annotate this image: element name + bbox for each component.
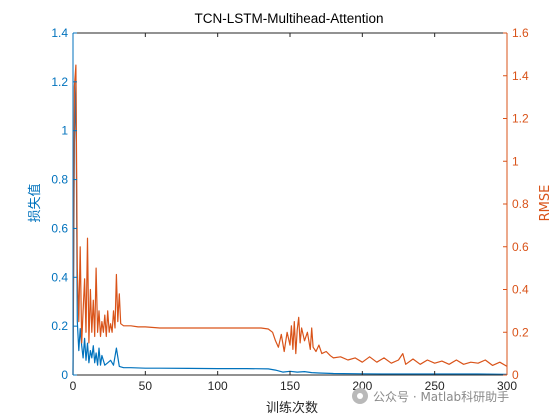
- x-tick-label: 0: [70, 379, 77, 393]
- y-left-tick-label: 0: [61, 368, 68, 382]
- y-axis-right: 0 0.2 0.4 0.6 0.8 1 1.2 1.4 1.6: [503, 26, 529, 382]
- y-left-tick-label: 1.4: [51, 26, 68, 40]
- y-right-tick-label: 0.2: [512, 325, 529, 339]
- y-right-tick-label: 0.8: [512, 197, 529, 211]
- plot-area: [72, 64, 508, 376]
- y-axis-left: 0 0.2 0.4 0.6 0.8 1 1.2 1.4: [51, 26, 77, 382]
- loss-series-line: [72, 81, 508, 376]
- x-tick-label: 50: [139, 379, 153, 393]
- y-right-tick-label: 1.2: [512, 112, 529, 126]
- y-right-tick-label: 1.4: [512, 69, 529, 83]
- y-right-tick-label: 0.6: [512, 240, 529, 254]
- y-axis-right-label: RMSE: [538, 185, 553, 222]
- x-axis-label: 训练次数: [266, 400, 318, 416]
- y-left-tick-label: 0.4: [51, 270, 68, 284]
- y-right-tick-label: 0: [512, 368, 519, 382]
- y-left-tick-label: 0.8: [51, 173, 68, 187]
- x-tick-label: 250: [425, 379, 445, 393]
- y-left-tick-label: 1: [61, 124, 68, 138]
- y-right-tick-label: 1.6: [512, 26, 529, 40]
- y-left-tick-label: 0.6: [51, 221, 68, 235]
- watermark: 公众号 · Matlab科研助手: [352, 386, 509, 406]
- y-right-tick-label: 0.4: [512, 283, 529, 297]
- y-left-tick-label: 1.2: [51, 75, 68, 89]
- x-tick-label: 100: [208, 379, 228, 393]
- y-right-tick-label: 1: [512, 154, 519, 168]
- wechat-icon: [352, 388, 368, 404]
- rmse-series-line: [72, 64, 508, 376]
- x-tick-label: 300: [497, 379, 517, 393]
- watermark-text: 公众号 · Matlab科研助手: [373, 389, 510, 404]
- x-tick-label: 150: [280, 379, 300, 393]
- y-left-tick-label: 0.2: [51, 319, 68, 333]
- y-axis-left-label: 损失值: [27, 183, 43, 222]
- chart-title: TCN-LSTM-Multihead-Attention: [194, 11, 383, 26]
